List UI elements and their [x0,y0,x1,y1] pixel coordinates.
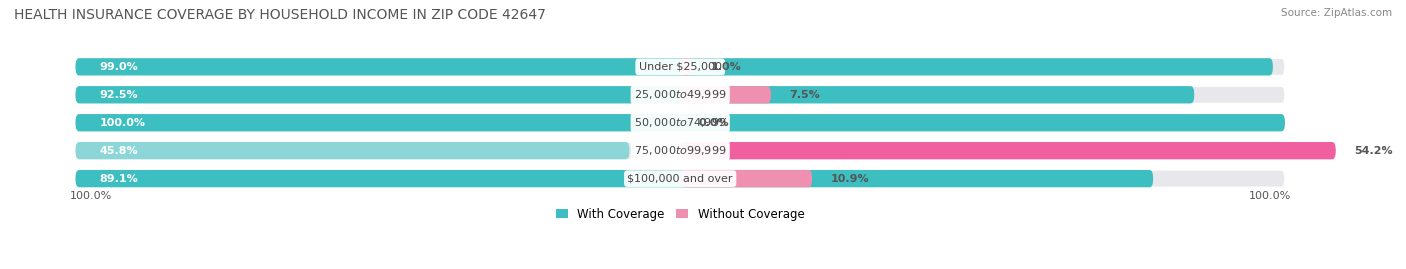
FancyBboxPatch shape [76,58,1285,76]
Text: HEALTH INSURANCE COVERAGE BY HOUSEHOLD INCOME IN ZIP CODE 42647: HEALTH INSURANCE COVERAGE BY HOUSEHOLD I… [14,8,546,22]
FancyBboxPatch shape [681,170,813,187]
Text: $75,000 to $99,999: $75,000 to $99,999 [634,144,727,157]
Text: 0.0%: 0.0% [699,118,728,128]
Text: $100,000 and over: $100,000 and over [627,174,733,184]
Text: 100.0%: 100.0% [1249,191,1291,201]
FancyBboxPatch shape [76,142,1285,159]
Text: Under $25,000: Under $25,000 [638,62,721,72]
FancyBboxPatch shape [76,86,1194,104]
Text: Source: ZipAtlas.com: Source: ZipAtlas.com [1281,8,1392,18]
Text: 89.1%: 89.1% [100,174,138,184]
FancyBboxPatch shape [76,170,1153,187]
Text: 45.8%: 45.8% [100,146,138,156]
Text: 99.0%: 99.0% [100,62,138,72]
FancyBboxPatch shape [681,142,1336,159]
Text: 100.0%: 100.0% [69,191,111,201]
Text: $50,000 to $74,999: $50,000 to $74,999 [634,116,727,129]
Text: 10.9%: 10.9% [830,174,869,184]
Legend: With Coverage, Without Coverage: With Coverage, Without Coverage [551,203,810,225]
Text: 1.0%: 1.0% [710,62,741,72]
Text: 92.5%: 92.5% [100,90,138,100]
FancyBboxPatch shape [76,86,1285,104]
Text: 7.5%: 7.5% [789,90,820,100]
Text: 100.0%: 100.0% [100,118,146,128]
FancyBboxPatch shape [76,58,1272,76]
FancyBboxPatch shape [76,114,1285,131]
FancyBboxPatch shape [76,170,1285,187]
Text: $25,000 to $49,999: $25,000 to $49,999 [634,88,727,101]
Text: 54.2%: 54.2% [1354,146,1392,156]
FancyBboxPatch shape [76,114,1285,131]
FancyBboxPatch shape [681,58,692,76]
FancyBboxPatch shape [681,86,770,104]
FancyBboxPatch shape [76,142,630,159]
